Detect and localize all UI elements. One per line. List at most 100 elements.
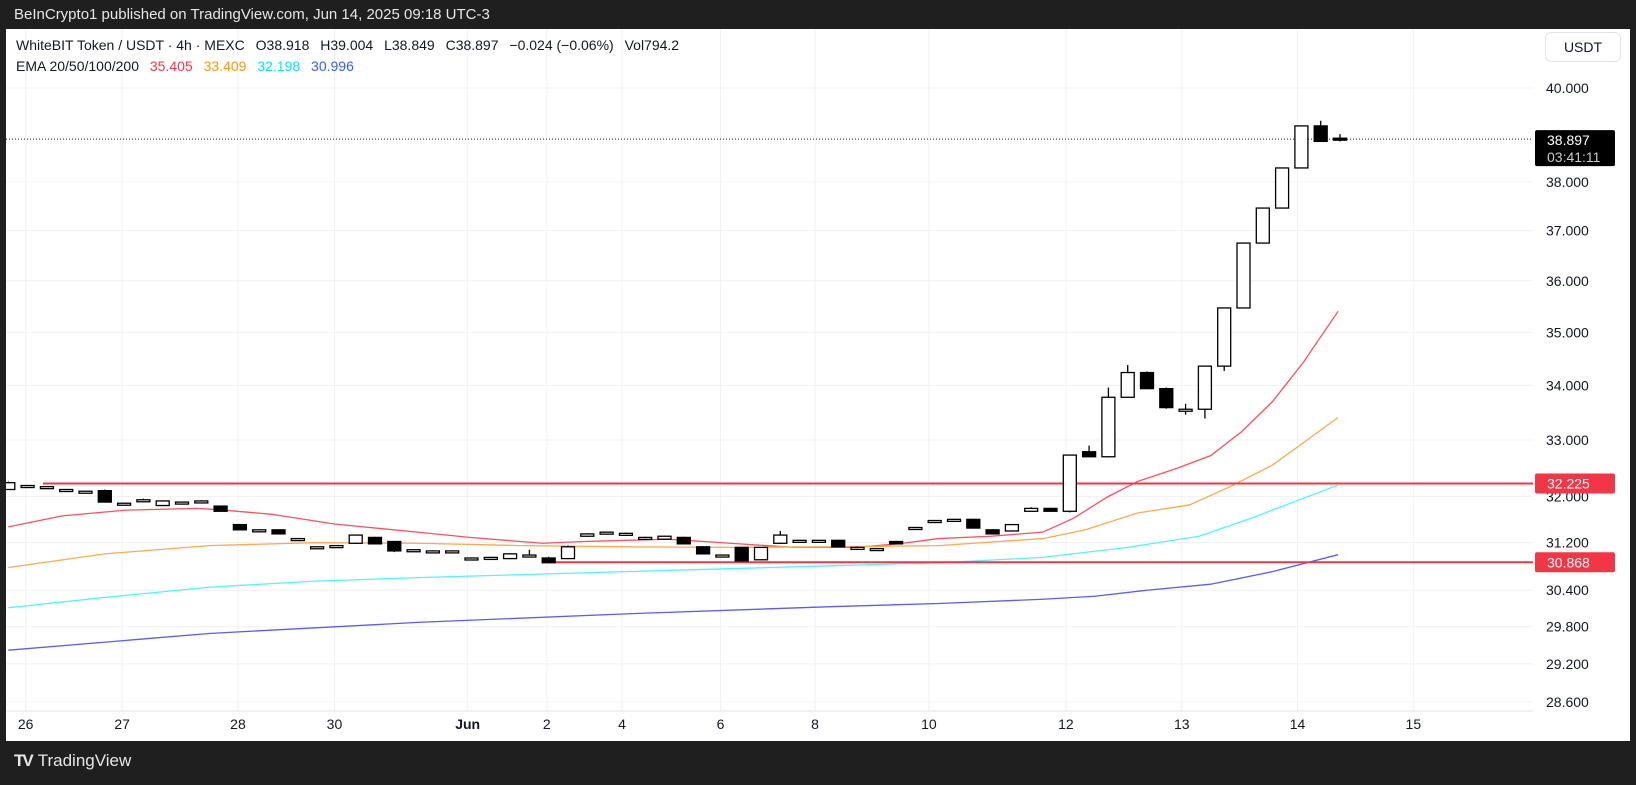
time-tick-label: Jun bbox=[455, 716, 480, 732]
time-tick-label: 27 bbox=[114, 716, 130, 732]
candle-body bbox=[715, 554, 730, 558]
candle-body bbox=[367, 536, 383, 545]
candle-body bbox=[445, 550, 460, 554]
time-tick-label: 6 bbox=[717, 716, 725, 732]
candle-body bbox=[1043, 507, 1058, 512]
price-tick-label: 36.000 bbox=[1546, 273, 1589, 289]
candle-body bbox=[638, 536, 653, 541]
candle-body bbox=[387, 540, 402, 552]
level-price-badge bbox=[1535, 552, 1615, 573]
candle bbox=[985, 529, 1000, 535]
candle-body bbox=[155, 500, 170, 507]
price-tick-label: 35.000 bbox=[1546, 324, 1589, 340]
price-tick-label: 31.200 bbox=[1546, 535, 1589, 551]
candle bbox=[6, 481, 16, 491]
candle bbox=[599, 531, 614, 535]
candle bbox=[1004, 523, 1020, 532]
candle bbox=[309, 546, 325, 550]
candle bbox=[657, 535, 672, 540]
candle-body bbox=[1236, 242, 1251, 309]
candle bbox=[59, 488, 74, 493]
candle-body bbox=[39, 486, 55, 490]
publisher-caption: BeInCrypto1 published on TradingView.com… bbox=[14, 6, 490, 23]
candle bbox=[116, 502, 132, 506]
candle bbox=[1024, 507, 1039, 512]
candle bbox=[1062, 454, 1077, 513]
candle bbox=[445, 550, 460, 554]
candle bbox=[387, 540, 402, 553]
time-tick-label: 2 bbox=[543, 716, 551, 732]
candle-body bbox=[1120, 371, 1135, 398]
candle-body bbox=[290, 537, 305, 542]
candle-body bbox=[194, 500, 209, 504]
candle-body bbox=[97, 489, 112, 503]
candle-body bbox=[541, 557, 556, 564]
ema100-value: 32.198 bbox=[257, 58, 301, 74]
candle-body bbox=[753, 546, 769, 561]
footer-brand: TV TradingView bbox=[14, 751, 131, 771]
candle bbox=[290, 537, 305, 542]
candle bbox=[560, 545, 576, 560]
candle-body bbox=[348, 534, 363, 544]
candle bbox=[734, 546, 749, 562]
candle bbox=[194, 500, 209, 504]
price-tick-label: 37.000 bbox=[1546, 223, 1589, 239]
candle-body bbox=[1159, 387, 1174, 409]
candle bbox=[927, 519, 942, 524]
candle bbox=[715, 554, 730, 558]
candle bbox=[78, 490, 93, 494]
candle bbox=[946, 518, 962, 523]
candle bbox=[1120, 365, 1135, 398]
candle bbox=[1313, 120, 1328, 143]
candle bbox=[966, 518, 981, 529]
level-price-badge bbox=[1535, 473, 1615, 494]
chart-panel[interactable]: 40.000 38.000 37.000 36.000 35.000 34.000 33.0… bbox=[6, 29, 1630, 741]
time-tick-label: 15 bbox=[1406, 716, 1422, 732]
candle-body bbox=[329, 544, 344, 549]
candlestick-chart[interactable]: 40.000 38.000 37.000 36.000 35.000 34.000 33.0… bbox=[6, 29, 1630, 741]
open-value: O38.918 bbox=[255, 37, 310, 53]
candle bbox=[522, 549, 537, 558]
brand-name: TradingView bbox=[37, 751, 132, 770]
candle-body bbox=[811, 539, 827, 543]
candle bbox=[174, 501, 190, 505]
candle-body bbox=[792, 539, 807, 543]
price-tick-label: 29.800 bbox=[1546, 619, 1589, 635]
candle-body bbox=[213, 505, 228, 512]
candle-body bbox=[1217, 307, 1232, 367]
symbol-legend: WhiteBIT Token / USDT · 4h · MEXC O38.91… bbox=[16, 37, 686, 53]
candle-body bbox=[773, 534, 788, 544]
time-tick-label: 26 bbox=[18, 716, 34, 732]
candle bbox=[773, 530, 788, 544]
price-tick-label: 30.400 bbox=[1546, 582, 1589, 598]
candle-body bbox=[1313, 125, 1328, 143]
candle bbox=[888, 540, 904, 545]
candle-body bbox=[1274, 167, 1290, 209]
candle-body bbox=[927, 519, 942, 524]
candle-body bbox=[406, 549, 421, 553]
candle bbox=[271, 529, 286, 535]
bar-countdown-label: 03:41:11 bbox=[1547, 149, 1601, 165]
candle-body bbox=[618, 532, 634, 536]
candle bbox=[20, 484, 35, 489]
candle bbox=[541, 556, 556, 564]
level-price-label: 30.868 bbox=[1547, 554, 1590, 570]
ema-label[interactable]: EMA 20/50/100/200 bbox=[16, 58, 139, 74]
candle-body bbox=[1004, 523, 1020, 532]
candle bbox=[502, 553, 518, 560]
candle bbox=[464, 557, 479, 561]
candle-body bbox=[850, 546, 865, 551]
currency-button[interactable]: USDT bbox=[1545, 32, 1621, 62]
price-tick-label: 38.000 bbox=[1546, 174, 1589, 190]
tradingview-logo-icon: TV bbox=[14, 751, 34, 770]
candle bbox=[252, 529, 267, 533]
candle-body bbox=[232, 523, 248, 531]
candle-body bbox=[946, 518, 962, 523]
time-tick-label: 28 bbox=[230, 716, 246, 732]
candle-body bbox=[657, 535, 672, 540]
candle bbox=[406, 549, 421, 553]
candle bbox=[1332, 134, 1348, 142]
candle bbox=[908, 526, 923, 531]
candle bbox=[483, 556, 498, 561]
symbol-title[interactable]: WhiteBIT Token / USDT · 4h · MEXC bbox=[16, 37, 245, 53]
